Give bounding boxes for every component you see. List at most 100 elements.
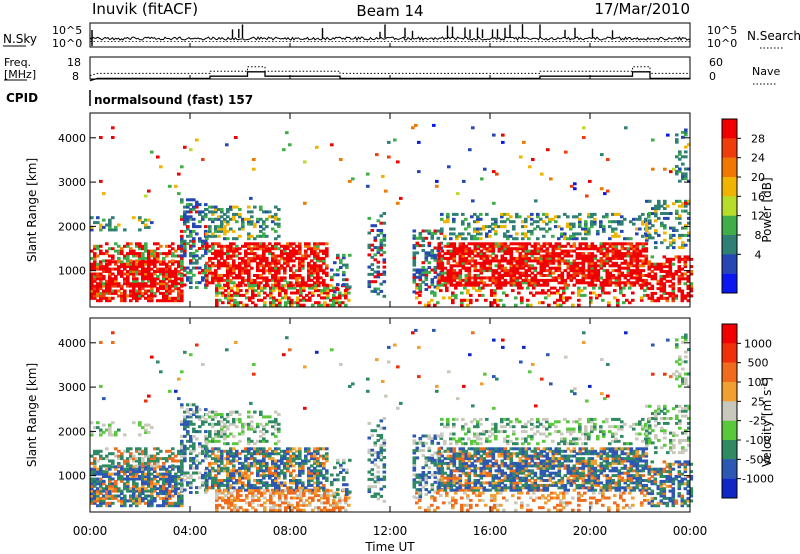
velocity-cell [171, 447, 175, 451]
velocity-cell [208, 415, 212, 419]
velocity-cell [274, 459, 278, 463]
velocity-cell [298, 469, 302, 473]
power-cell [590, 220, 594, 224]
velocity-cell [162, 492, 166, 496]
power-cell [499, 286, 503, 290]
velocity-cell [326, 491, 330, 495]
noise-left-tick-bottom: 10^0 [52, 37, 82, 50]
power-cell [602, 259, 607, 263]
velocity-cell [262, 461, 266, 465]
power-cell [108, 267, 112, 271]
power-cell [260, 298, 264, 302]
power-cell [224, 284, 228, 288]
velocity-cell [304, 486, 308, 490]
power-cell [671, 274, 676, 278]
power-cell [215, 298, 219, 302]
power-cell [138, 294, 142, 298]
power-cell [562, 286, 566, 290]
velocity-cell [93, 499, 97, 503]
velocity-cell [189, 439, 193, 443]
velocity-content [90, 328, 694, 512]
velocity-cell [316, 476, 320, 480]
velocity-cell [159, 504, 163, 508]
power-cell [668, 284, 673, 288]
power-cell [90, 274, 94, 278]
velocity-cell [335, 501, 339, 505]
power-cell [512, 278, 517, 282]
velocity-cell [220, 481, 224, 485]
power-cell [345, 278, 349, 282]
power-cell [323, 296, 327, 300]
power-cell [482, 244, 487, 248]
power-cell [605, 281, 610, 285]
power-cell [244, 269, 248, 273]
velocity-cell [174, 482, 178, 486]
power-cell [268, 247, 272, 251]
velocity-cell [189, 491, 193, 494]
power-cell [662, 287, 667, 291]
velocity-cell [299, 491, 303, 495]
velocity-cell [156, 487, 160, 491]
power-cell [296, 298, 300, 302]
velocity-cell [162, 465, 166, 469]
velocity-cell [280, 483, 284, 487]
power-cell [227, 286, 231, 290]
power-cell [147, 294, 151, 298]
power-cell [635, 274, 640, 277]
power-cell [238, 264, 242, 268]
power-cell [132, 277, 136, 281]
power-cell [180, 283, 184, 287]
power-cell [284, 301, 288, 305]
power-cell [526, 298, 530, 302]
power-cell [310, 269, 314, 273]
power-cell [283, 271, 287, 275]
power-cell [584, 225, 588, 229]
velocity-cell [162, 479, 166, 483]
power-cell [657, 204, 661, 208]
velocity-cell [180, 422, 184, 426]
power-cell [263, 286, 267, 290]
power-cell [421, 249, 426, 252]
velocity-cell [271, 461, 275, 465]
power-cell [521, 242, 526, 246]
power-cell [165, 270, 169, 273]
power-cell [490, 301, 494, 305]
power-cell [503, 252, 508, 256]
power-cell [593, 276, 598, 280]
velocity-cell [208, 471, 212, 475]
velocity-cell [156, 447, 160, 451]
power-cell [198, 237, 202, 241]
velocity-cell [226, 476, 230, 480]
power-cell [647, 260, 652, 264]
velocity-cell [211, 422, 215, 426]
velocity-cell [150, 499, 154, 503]
velocity-cell [96, 472, 100, 476]
velocity-cell [198, 425, 202, 429]
velocity-cell [220, 432, 224, 436]
power-cell [599, 266, 604, 270]
power-cell [342, 270, 346, 274]
velocity-cell [111, 461, 115, 465]
power-cell [666, 216, 670, 220]
power-cell [247, 237, 251, 241]
velocity-cell [99, 496, 103, 500]
power-cell [111, 126, 115, 130]
power-cell [449, 281, 454, 285]
velocity-cell [111, 459, 115, 463]
power-cell [575, 278, 580, 282]
velocity-cell [183, 415, 187, 419]
velocity-cell [132, 492, 136, 496]
velocity-cell [195, 471, 199, 475]
power-cell [478, 286, 482, 290]
power-cell [472, 286, 476, 290]
power-cell [430, 251, 435, 255]
power-cell [497, 225, 501, 229]
velocity-cell [168, 489, 172, 493]
power-cell [467, 222, 471, 226]
power-cell [590, 261, 595, 265]
power-cell [545, 256, 550, 260]
power-cell [509, 215, 513, 219]
power-cell [138, 289, 142, 293]
velocity-cell [201, 422, 205, 426]
velocity-cell [238, 474, 242, 478]
